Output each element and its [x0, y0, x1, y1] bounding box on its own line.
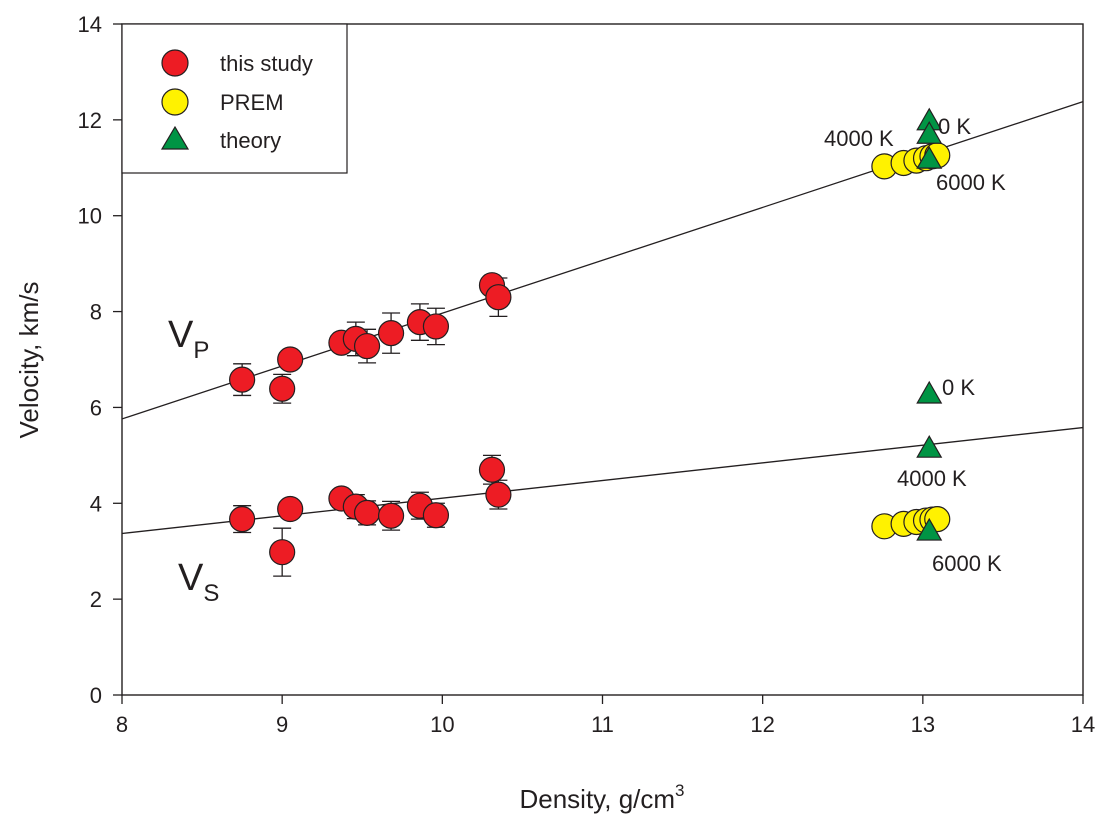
this-study-vs-point [478, 456, 506, 483]
theory-vs-point [916, 517, 943, 541]
theory-vs-point [916, 434, 943, 458]
vp-label-sub: P [193, 337, 209, 364]
y-tick-label: 14 [78, 12, 102, 37]
annotation-vp-6000k: 6000 K [936, 170, 1006, 195]
this-study-vp-point [422, 313, 450, 340]
this-study-vp-point [485, 284, 512, 311]
x-tick-label: 12 [750, 712, 774, 737]
legend-label-this-study: this study [220, 51, 313, 76]
x-axis-title-superscript: 3 [675, 781, 684, 800]
x-tick-label: 9 [276, 712, 288, 737]
this-study-vs-point [277, 495, 304, 523]
y-tick-label: 6 [90, 395, 102, 420]
vs-label-sub: S [203, 580, 219, 607]
this-study-vs-point [353, 499, 381, 526]
vs-curve-label: VS [178, 557, 219, 607]
y-tick-label: 2 [90, 587, 102, 612]
data-marks [229, 107, 951, 577]
this-study-vs-point [269, 539, 296, 566]
axis-ticks: 8 9 10 11 12 13 14 0 2 4 6 8 10 12 14 [78, 12, 1096, 737]
this-study-vp-point [277, 346, 304, 373]
y-tick-label: 4 [90, 491, 102, 516]
legend-marker-theory [160, 125, 190, 150]
this-study-vp-point [353, 332, 381, 360]
legend-label-prem: PREM [220, 90, 284, 115]
x-axis-title: Density, g/cm3 [519, 781, 684, 814]
legend-label-theory: theory [220, 128, 281, 153]
x-tick-label: 14 [1071, 712, 1095, 737]
theory-vp-point [916, 121, 943, 144]
theory-vs-point [916, 380, 943, 404]
vp-curve-label: VP [168, 314, 209, 364]
x-axis-title-text: Density, g/cm [519, 784, 675, 814]
annotation-vp-4000k: 4000 K [824, 126, 894, 151]
annotation-vs-0k: 0 K [942, 375, 975, 400]
annotation-vs-4000k: 4000 K [897, 466, 967, 491]
x-tick-label: 8 [116, 712, 128, 737]
this-study-vp-point [377, 320, 405, 347]
x-tick-label: 11 [591, 712, 614, 737]
y-tick-label: 0 [90, 683, 102, 708]
legend: this study PREM theory [121, 23, 348, 174]
this-study-vp-point [269, 375, 296, 402]
this-study-vs-point [377, 502, 405, 529]
this-study-vs-point [485, 481, 512, 508]
x-tick-label: 13 [911, 712, 935, 737]
annotation-vs-6000k: 6000 K [932, 551, 1002, 576]
y-tick-label: 8 [90, 300, 102, 325]
vp-label-main: V [168, 314, 194, 356]
legend-marker-prem [161, 88, 189, 116]
theory-vp-point [916, 145, 943, 169]
y-axis-title: Velocity, km/s [14, 281, 44, 438]
y-tick-label: 12 [78, 108, 102, 133]
x-tick-label: 10 [430, 712, 454, 737]
this-study-vp-point [229, 366, 256, 393]
legend-box [121, 23, 348, 174]
this-study-vs-point [229, 506, 256, 533]
legend-marker-this-study [161, 49, 189, 77]
annotation-vp-0k: 0 K [938, 114, 971, 139]
vs-label-main: V [178, 557, 204, 599]
this-study-vs-point [422, 502, 450, 529]
y-tick-label: 10 [78, 204, 102, 229]
